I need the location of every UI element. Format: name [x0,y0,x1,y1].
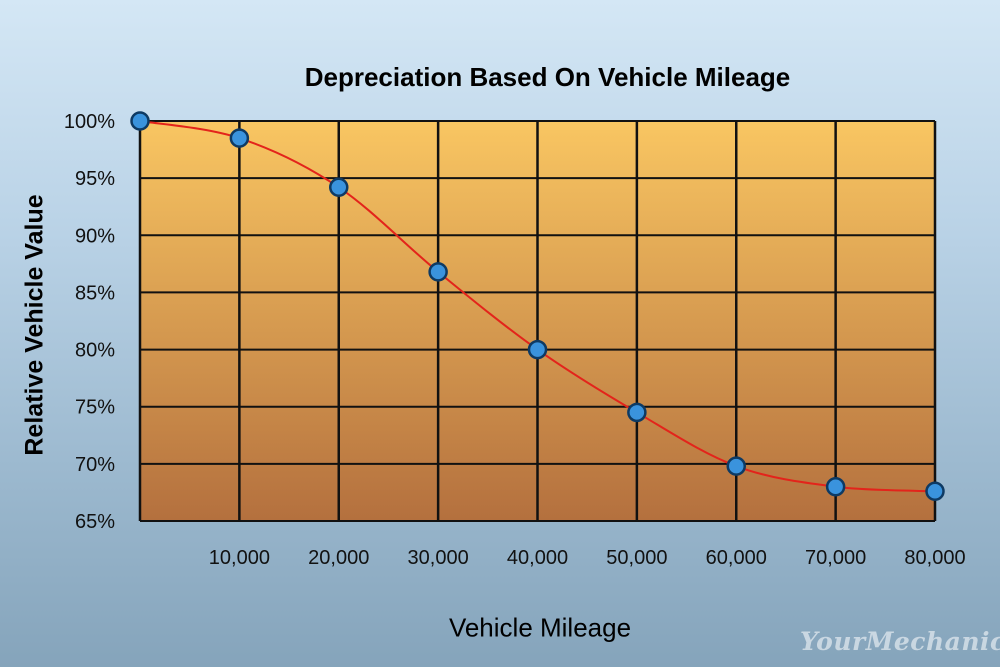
x-tick-label: 10,000 [209,547,270,569]
x-tick-label: 30,000 [408,547,469,569]
data-point [925,481,945,502]
y-tick-label: 80% [75,340,115,362]
y-tick-label: 95% [75,168,115,190]
x-tick-label: 50,000 [606,547,667,569]
data-point [428,262,448,282]
y-tick-label: 75% [75,397,115,419]
y-tick-label: 100% [64,111,115,133]
chart-title: Depreciation Based On Vehicle Mileage [304,62,791,92]
data-point [130,111,150,131]
data-point [527,339,548,360]
y-tick-label: 85% [75,282,115,304]
x-tick-label: 70,000 [805,547,866,569]
data-point [329,177,349,198]
data-point [229,128,250,148]
yourmechanic-watermark: YourMechanic [800,627,1000,656]
y-tick-label: 65% [75,511,115,533]
y-tick-label: 70% [75,454,115,476]
data-point [825,476,846,497]
data-point [627,402,647,423]
data-point [726,456,746,476]
y-tick-label: 90% [75,225,115,247]
x-axis-label: Vehicle Mileage [448,612,632,643]
x-tick-label: 20,000 [308,547,369,569]
x-tick-label: 80,000 [904,547,965,569]
x-tick-label: 60,000 [706,547,767,569]
x-tick-label: 40,000 [507,547,568,569]
